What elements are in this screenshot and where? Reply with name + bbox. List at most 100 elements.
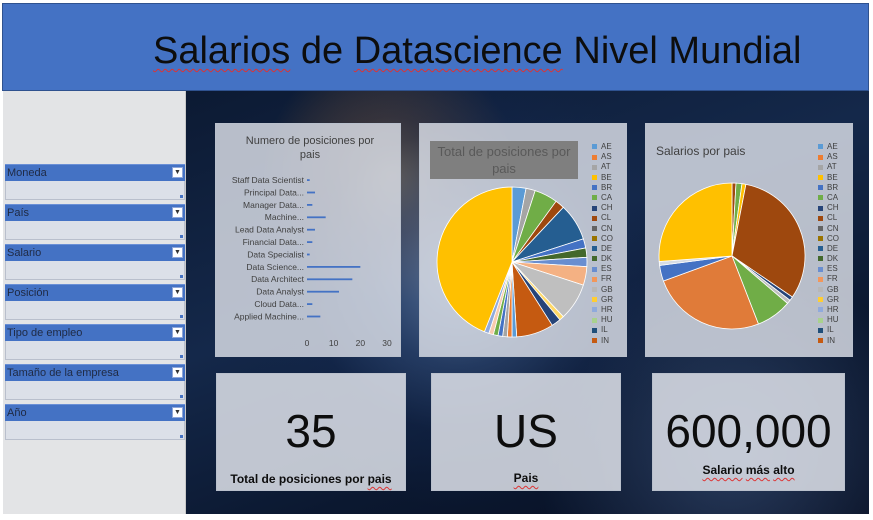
legend-item: CL — [592, 213, 613, 223]
slicer-2-selection[interactable] — [5, 221, 185, 240]
legend-item: CN — [592, 224, 613, 234]
bar-category-label: Data Science... — [246, 262, 304, 272]
legend-item: BR — [592, 183, 613, 193]
slicer-6-selection[interactable] — [5, 381, 185, 400]
bar — [307, 315, 321, 318]
legend-swatch — [592, 276, 597, 282]
legend-swatch — [818, 154, 823, 160]
legend-label: IN — [827, 335, 835, 345]
dropdown-arrow-icon[interactable]: ▼ — [172, 287, 183, 298]
legend-item: GB — [592, 285, 613, 295]
legend-swatch — [592, 256, 597, 262]
legend-label: GB — [601, 284, 613, 294]
legend-label: CA — [601, 192, 613, 202]
kpi-label-word: de — [261, 472, 276, 486]
dropdown-arrow-icon[interactable]: ▼ — [172, 407, 183, 418]
legend-item: DK — [818, 254, 839, 264]
legend-swatch — [592, 195, 597, 201]
legend-label: DK — [601, 254, 613, 264]
slicer-2-header[interactable]: País ▼ — [5, 204, 185, 221]
slicer-7-header[interactable]: Año ▼ — [5, 404, 185, 421]
legend-swatch — [818, 144, 823, 150]
bar-chart-title: Numero de posiciones por pais — [245, 135, 375, 161]
legend-swatch — [592, 337, 597, 343]
page-title: Salarios de Datascience Nivel Mundial — [153, 30, 802, 73]
dropdown-arrow-icon[interactable]: ▼ — [172, 327, 183, 338]
slicer-3-selection[interactable] — [5, 261, 185, 280]
legend-item: AS — [818, 152, 839, 162]
legend-item: FR — [592, 274, 613, 284]
slicer-1-header[interactable]: Moneda ▼ — [5, 164, 185, 181]
title-word: de — [300, 30, 344, 72]
legend-label: AS — [827, 152, 838, 162]
legend-item: DE — [592, 244, 613, 254]
legend-item: HU — [818, 315, 839, 325]
legend-item: AS — [592, 152, 613, 162]
bar-chart: Staff Data Scientist Principal Data... Man… — [232, 175, 392, 348]
slicer-1-selection[interactable] — [5, 181, 185, 200]
bar — [307, 303, 313, 305]
slicer-7-selection[interactable] — [5, 421, 185, 440]
legend-item: ES — [592, 264, 613, 274]
slicer-6-header[interactable]: Tamaño de la empresa ▼ — [5, 364, 185, 381]
legend-label: HR — [827, 305, 839, 314]
dropdown-arrow-icon[interactable]: ▼ — [172, 367, 183, 378]
legend-item: AE — [818, 142, 839, 152]
bar-category-label: Financial Data... — [243, 237, 304, 247]
kpi-country-value: US — [494, 405, 558, 457]
bar-category-label: Data Specialist — [247, 249, 304, 259]
slicer-5-header[interactable]: Tipo de empleo ▼ — [5, 324, 185, 341]
legend-label: CH — [601, 203, 613, 213]
slicer-label: Moneda — [7, 167, 47, 179]
positions-pie-title: Total de posiciones por pais — [430, 141, 578, 179]
bar — [307, 216, 326, 219]
legend-swatch — [592, 266, 597, 272]
legend-swatch — [818, 215, 823, 221]
legend-swatch — [592, 174, 597, 180]
legend-label: BE — [827, 172, 838, 182]
legend-label: DE — [827, 243, 839, 253]
positions-pie-panel: Total de posiciones por pais AE AS AT BE BR C… — [419, 123, 627, 357]
kpi-label-word: por — [344, 472, 365, 486]
legend-label: CA — [827, 192, 839, 202]
legend-swatch — [592, 287, 597, 293]
legend-swatch — [818, 205, 823, 211]
title-word: Nivel — [573, 30, 658, 72]
kpi-country-label: Pais — [432, 471, 620, 485]
salary-pie-legend: AE AS AT BE BR CA CH CL CN CO DE DK ES FR GB GR HR HU IL IN — [818, 142, 839, 346]
legend-label: BE — [601, 172, 612, 182]
legend-item: AE — [592, 142, 613, 152]
legend-item: CH — [818, 203, 839, 213]
dropdown-arrow-icon[interactable]: ▼ — [172, 167, 183, 178]
bar-chart-panel: Numero de posiciones por pais Staff Data… — [215, 123, 401, 357]
legend-item: GB — [818, 285, 839, 295]
legend-label: DK — [827, 254, 839, 264]
legend-item: CA — [818, 193, 839, 203]
legend-item: FR — [818, 274, 839, 284]
legend-label: BR — [827, 182, 839, 192]
bar — [307, 241, 313, 243]
slicer-3-header[interactable]: Salario ▼ — [5, 244, 185, 261]
legend-label: CN — [601, 223, 613, 233]
kpi-total-positions-label: Total de posiciones por pais — [217, 472, 405, 486]
dropdown-arrow-icon[interactable]: ▼ — [172, 247, 183, 258]
legend-label: CH — [827, 203, 839, 213]
slicer-4-header[interactable]: Posición ▼ — [5, 284, 185, 301]
salary-pie-panel: Salarios por pais AE AS AT BE BR CA CH CL CN CO DE… — [645, 123, 853, 357]
legend-label: ES — [827, 264, 838, 274]
bar-category-label: Cloud Data... — [254, 299, 304, 309]
legend-label: AE — [601, 142, 612, 151]
kpi-highest-salary-value: 600,000 — [665, 405, 832, 457]
slicer-5-selection[interactable] — [5, 341, 185, 360]
slicer-4-selection[interactable] — [5, 301, 185, 320]
kpi-label-word: pais — [367, 472, 392, 486]
legend-swatch — [592, 144, 597, 150]
legend-item: CH — [592, 203, 613, 213]
bar-category-label: Principal Data... — [244, 187, 304, 197]
dropdown-arrow-icon[interactable]: ▼ — [172, 207, 183, 218]
legend-label: CO — [601, 233, 613, 243]
legend-swatch — [818, 195, 823, 201]
legend-swatch — [818, 164, 823, 170]
legend-label: CN — [827, 223, 839, 233]
slicer-label: Tipo de empleo — [7, 327, 83, 339]
